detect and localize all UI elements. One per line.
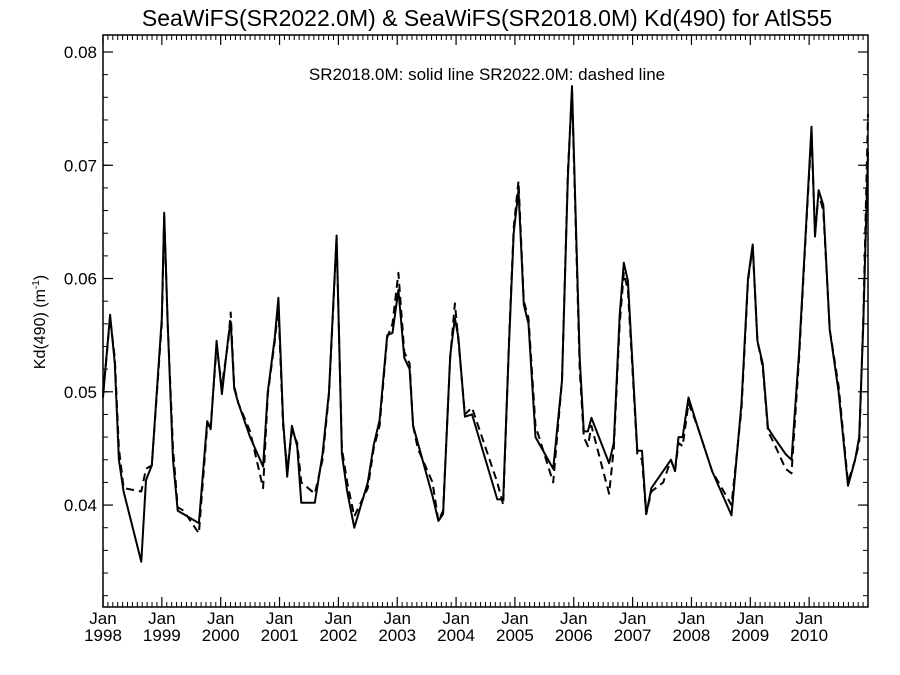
x-tick-year: 2006 [555, 626, 593, 645]
y-tick-label: 0.06 [64, 270, 97, 289]
x-tick-year: 2009 [731, 626, 769, 645]
x-tick-year: 2010 [790, 626, 828, 645]
x-tick-year: 2001 [261, 626, 299, 645]
y-tick-label: 0.04 [64, 496, 97, 515]
chart-title: SeaWiFS(SR2022.0M) & SeaWiFS(SR2018.0M) … [142, 5, 832, 31]
x-tick-month: Jan [266, 609, 293, 628]
x-tick-month: Jan [384, 609, 411, 628]
x-tick-year: 2008 [673, 626, 711, 645]
y-axis-label-sup: -1 [31, 280, 42, 289]
x-tick-month: Jan [560, 609, 587, 628]
y-tick-label: 0.07 [64, 156, 97, 175]
x-tick-year: 2007 [614, 626, 652, 645]
y-tick-label: 0.05 [64, 383, 97, 402]
x-tick-month: Jan [148, 609, 175, 628]
x-tick-year: 2004 [437, 626, 475, 645]
y-tick-label: 0.08 [64, 43, 97, 62]
y-axis-label-main: Kd(490) (m [32, 289, 49, 369]
series-line-solid [102, 85, 869, 563]
y-axis-label: Kd(490) (m-1) [31, 275, 49, 369]
y-axis: 0.04 0.05 0.06 0.07 0.08 [64, 43, 868, 597]
x-tick-year: 2002 [319, 626, 357, 645]
x-tick-year: 2005 [496, 626, 534, 645]
x-tick-month: Jan [501, 609, 528, 628]
x-tick-year: 2000 [202, 626, 240, 645]
y-axis-label-end: ) [32, 275, 49, 280]
plot-frame [102, 34, 869, 608]
x-tick-month: Jan [325, 609, 352, 628]
x-tick-month: Jan [737, 609, 764, 628]
x-axis: Jan1998Jan1999Jan2000Jan2001Jan2002Jan20… [84, 35, 864, 645]
x-tick-year: 2003 [378, 626, 416, 645]
x-tick-month: Jan [207, 609, 234, 628]
series-line-dashed [102, 90, 869, 535]
x-tick-year: 1999 [143, 626, 181, 645]
series-annotation: SR2018.0M: solid line SR2022.0M: dashed … [309, 65, 665, 84]
x-tick-month: Jan [442, 609, 469, 628]
x-tick-month: Jan [678, 609, 705, 628]
x-tick-year: 1998 [84, 626, 122, 645]
x-tick-month: Jan [619, 609, 646, 628]
series-layer [102, 85, 869, 563]
x-tick-month: Jan [795, 609, 822, 628]
x-tick-month: Jan [89, 609, 116, 628]
